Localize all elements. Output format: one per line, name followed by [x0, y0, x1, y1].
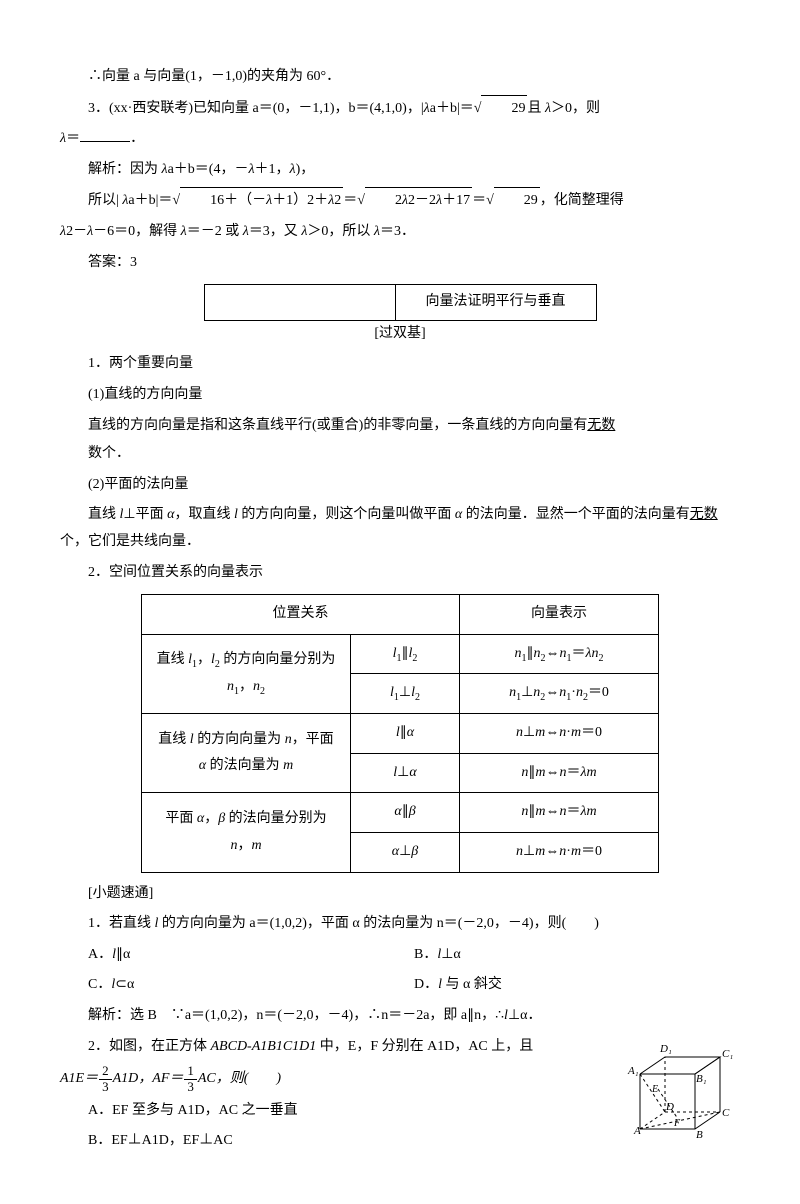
svg-text:F: F — [673, 1118, 681, 1129]
cube-figure: A B C D A₁ B₁ C₁ D₁ E F — [620, 1034, 740, 1165]
q1: 1．若直线 l 的方向向量为 a＝(1,0,2)，平面 α 的法向量为 n＝(－… — [60, 911, 740, 938]
heading-2: 2．空间位置关系的向量表示 — [60, 560, 740, 587]
answer3: 答案：3 — [60, 250, 740, 277]
svg-text:B₁: B₁ — [696, 1073, 707, 1085]
sol-line1: 解析：因为 λa＋b＝(4，－λ＋1，λ)， — [60, 157, 740, 184]
svg-text:E: E — [651, 1084, 658, 1095]
line-angle: ∴向量 a 与向量(1，－1,0)的夹角为 60°． — [60, 64, 740, 91]
svg-text:D: D — [665, 1101, 674, 1113]
heading-12: (2)平面的法向量 — [60, 472, 740, 499]
heading-1: 1．两个重要向量 — [60, 351, 740, 378]
q1-options: A．l∥α B．l⊥α — [88, 942, 740, 969]
para-11: 直线的方向向量是指和这条直线平行(或重合)的非零向量，一条直线的方向向量有无数 — [60, 413, 740, 440]
svg-text:A₁: A₁ — [627, 1065, 639, 1077]
q1-options2: C．l⊂α D．l 与 α 斜交 — [88, 972, 740, 999]
svg-text:C₁: C₁ — [722, 1048, 733, 1060]
prob3: 3．(xx·西安联考)已知向量 a＝(0，－1,1)，b＝(4,1,0)，|λa… — [60, 95, 740, 123]
svg-text:B: B — [696, 1129, 703, 1141]
para-11b: 无数数个．个． — [60, 441, 740, 468]
th-pos: 位置关系 — [142, 595, 460, 635]
subhead-1: [过双基] — [60, 321, 740, 348]
th-vec: 向量表示 — [460, 595, 659, 635]
svg-text:A: A — [633, 1125, 641, 1137]
svg-text:D₁: D₁ — [659, 1043, 672, 1055]
q1-ans: 解析：选 B ∵a＝(1,0,2)，n＝(－2,0，－4)，∴n＝－2a，即 a… — [60, 1003, 740, 1030]
svg-text:C: C — [722, 1107, 730, 1119]
para-12: 直线 l⊥平面 α，取直线 l 的方向向量，则这个向量叫做平面 α 的法向量．显… — [60, 502, 740, 555]
sol-line3: λ2－λ－6＝0，解得 λ＝－2 或 λ＝3，又 λ＞0，所以 λ＝3． — [60, 219, 740, 246]
subhead-2: [小题速通] — [60, 881, 740, 908]
relation-table: 位置关系 向量表示 直线 l1，l2 的方向向量分别为 n1，n2 l1∥l2 … — [141, 594, 659, 873]
section-box: 向量法证明平行与垂直 — [60, 284, 740, 321]
prob3-cont: λ＝． — [60, 126, 740, 153]
heading-11: (1)直线的方向向量 — [60, 382, 740, 409]
sol-line2: 所以| λa＋b|＝√16＋（－λ＋1）2＋λ2＝√2λ2－2λ＋17＝√29，… — [60, 187, 740, 215]
blank — [80, 127, 130, 142]
